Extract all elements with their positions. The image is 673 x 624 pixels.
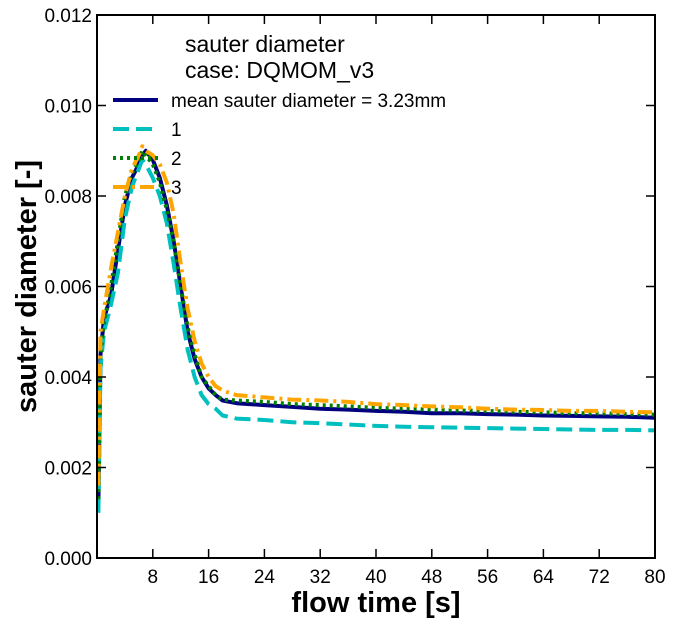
x-tick-label: 8 xyxy=(148,567,159,588)
legend-entries: mean sauter diameter = 3.23mm 1 2 3 xyxy=(113,91,446,199)
ticks-layer xyxy=(97,14,656,559)
series-line-2 xyxy=(96,157,656,513)
y-tick-label: 0.006 xyxy=(44,278,92,299)
y-tick-label: 0.002 xyxy=(44,459,92,480)
x-axis-label: flow time [s] xyxy=(291,587,460,619)
y-tick-label: 0.000 xyxy=(44,549,92,570)
tick-labels: 8 16 24 32 40 48 56 64 72 800.0000.0020.0040.0060… xyxy=(44,6,665,588)
series-layer xyxy=(96,144,656,513)
x-tick-label: 64 xyxy=(533,567,555,588)
legend-label-4: 3 xyxy=(171,178,182,199)
legend-label-3: 2 xyxy=(171,149,182,170)
x-tick-label: 56 xyxy=(477,567,498,588)
y-tick-label: 0.004 xyxy=(44,368,92,389)
x-tick-label: 80 xyxy=(644,567,665,588)
x-tick-label: 16 xyxy=(198,567,219,588)
x-tick-label: 48 xyxy=(421,567,442,588)
x-tick-label: 40 xyxy=(365,567,386,588)
y-tick-label: 0.010 xyxy=(44,97,92,118)
y-axis-label: sauter diameter [-] xyxy=(11,160,43,413)
legend-title-line-2: case: DQMOM_v3 xyxy=(185,57,374,83)
x-tick-label: 72 xyxy=(589,567,610,588)
legend-label-2: 1 xyxy=(171,120,182,141)
legend: sauter diameter case: DQMOM_v3 mean saut… xyxy=(113,31,446,199)
y-tick-label: 0.008 xyxy=(44,187,92,208)
series-line-4 xyxy=(96,144,656,486)
legend-title-line-1: sauter diameter xyxy=(185,31,345,57)
y-tick-label: 0.012 xyxy=(44,6,92,27)
x-tick-label: 32 xyxy=(310,567,331,588)
legend-label-1: mean sauter diameter = 3.23mm xyxy=(171,91,446,112)
x-tick-label: 24 xyxy=(254,567,276,588)
